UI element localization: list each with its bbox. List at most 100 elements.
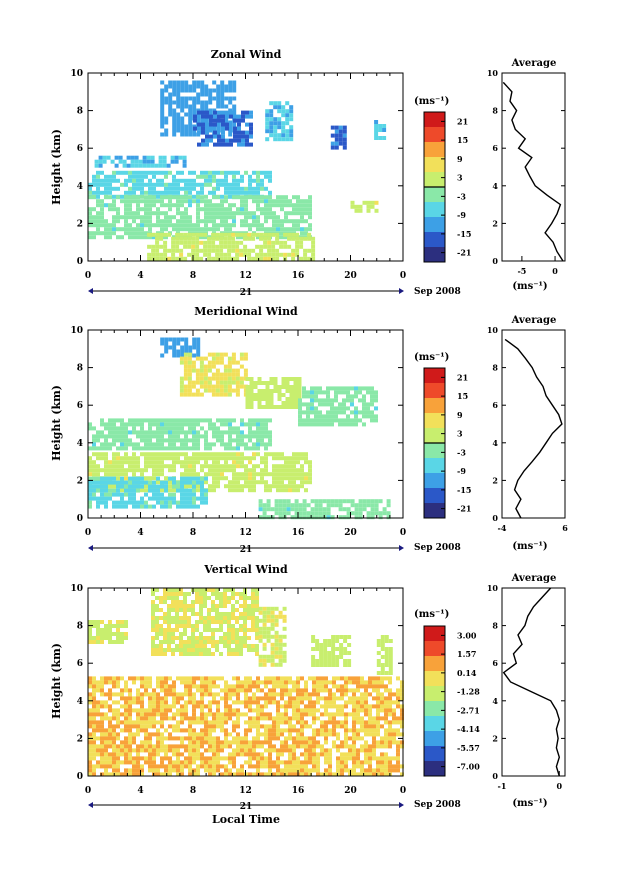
heatmap-cell <box>312 712 316 717</box>
heatmap-cell <box>176 736 180 741</box>
heatmap-cell <box>270 610 275 615</box>
heatmap-cell <box>132 760 136 765</box>
heatmap-cell <box>354 208 359 213</box>
heatmap-cell <box>348 744 352 749</box>
heatmap-cell <box>183 360 188 365</box>
heatmap-cell <box>132 496 136 501</box>
heatmap-cell <box>208 676 212 681</box>
heatmap-cell <box>260 186 264 191</box>
heatmap-cell <box>326 402 330 407</box>
heatmap-cell <box>207 620 211 624</box>
heatmap-cell <box>264 215 268 220</box>
heatmap-cell <box>292 219 296 224</box>
heatmap-cell <box>358 208 363 213</box>
heatmap-cell <box>192 696 196 701</box>
heatmap-cell <box>104 174 108 179</box>
heatmap-cell <box>236 434 240 439</box>
heatmap-cell <box>318 418 322 423</box>
heatmap-cell <box>188 728 192 733</box>
heatmap-cell <box>223 636 227 640</box>
heatmap-cell <box>386 503 391 508</box>
heatmap-cell <box>342 507 347 512</box>
heatmap-cell <box>282 511 287 516</box>
heatmap-cell <box>116 235 120 240</box>
heatmap-cell <box>196 736 200 741</box>
heatmap-cell <box>360 696 364 701</box>
heatmap-cell <box>258 610 263 615</box>
heatmap-cell <box>187 368 192 373</box>
heatmap-cell <box>151 644 155 648</box>
heatmap-cell <box>344 716 348 721</box>
heatmap-cell <box>176 207 180 212</box>
heatmap-cell <box>392 732 396 737</box>
heatmap-cell <box>176 456 180 461</box>
heatmap-cell <box>144 708 148 713</box>
heatmap-cell <box>260 434 264 439</box>
heatmap-cell <box>243 252 248 257</box>
heatmap-cell <box>350 394 354 399</box>
heatmap-cell <box>338 503 343 508</box>
heatmap-cell <box>88 636 92 640</box>
heatmap-cell <box>148 740 152 745</box>
heatmap-cell <box>364 688 368 693</box>
heatmap-cell <box>160 468 164 473</box>
heatmap-cell <box>112 194 116 199</box>
heatmap-cell <box>88 492 92 497</box>
heatmap-cell <box>217 134 221 139</box>
heatmap-cell <box>216 476 220 481</box>
heatmap-cell <box>268 716 272 721</box>
heatmap-cell <box>281 121 286 126</box>
heatmap-cell <box>324 676 328 681</box>
heatmap-cell <box>328 680 332 685</box>
heatmap-cell <box>304 680 308 685</box>
heatmap-cell <box>239 380 244 385</box>
heatmap-cell <box>228 128 233 133</box>
heatmap-cell <box>192 732 196 737</box>
heatmap-cell <box>211 628 215 632</box>
heatmap-cell <box>124 760 128 765</box>
heatmap-cell <box>273 129 278 134</box>
heatmap-cell <box>196 476 200 481</box>
heatmap-cell <box>104 456 108 461</box>
heatmap-cell <box>362 499 367 504</box>
heatmap-cell <box>224 182 228 187</box>
heatmap-cell <box>160 219 164 224</box>
heatmap-cell <box>168 195 172 200</box>
heatmap-cell <box>400 708 404 713</box>
heatmap-cell <box>335 647 340 651</box>
heatmap-cell <box>324 700 328 705</box>
heatmap-cell <box>352 712 356 717</box>
heatmap-cell <box>279 252 284 257</box>
heatmap-cell <box>180 96 185 101</box>
heatmap-cell <box>88 720 92 725</box>
heatmap-cell <box>104 736 108 741</box>
heatmap-cell <box>396 744 400 749</box>
heatmap-cell <box>272 728 276 733</box>
heatmap-cell <box>159 600 163 604</box>
heatmap-cell <box>136 720 140 725</box>
heatmap-cell <box>324 752 328 757</box>
heatmap-cell <box>244 186 248 191</box>
heatmap-cell <box>176 116 181 121</box>
heatmap-cell <box>396 740 400 745</box>
heatmap-cell <box>322 418 326 423</box>
heatmap-cell <box>191 236 196 241</box>
heatmap-cell <box>384 708 388 713</box>
heatmap-cell <box>396 696 400 701</box>
colorbar-tick-label: 3 <box>457 173 463 183</box>
heatmap-cell <box>310 398 314 403</box>
heatmap-cell <box>231 596 235 600</box>
heatmap-cell <box>252 195 256 200</box>
heatmap-cell <box>176 676 180 681</box>
heatmap-cell <box>124 442 128 447</box>
heatmap-cell <box>311 236 316 241</box>
heatmap-cell <box>289 129 294 134</box>
heatmap-cell <box>296 740 300 745</box>
heatmap-cell <box>327 639 332 643</box>
heatmap-cell <box>156 211 160 216</box>
heatmap-cell <box>256 724 260 729</box>
heatmap-cell <box>136 446 140 451</box>
heatmap-cell <box>88 231 92 236</box>
heatmap-cell <box>260 752 264 757</box>
heatmap-cell <box>374 390 378 395</box>
